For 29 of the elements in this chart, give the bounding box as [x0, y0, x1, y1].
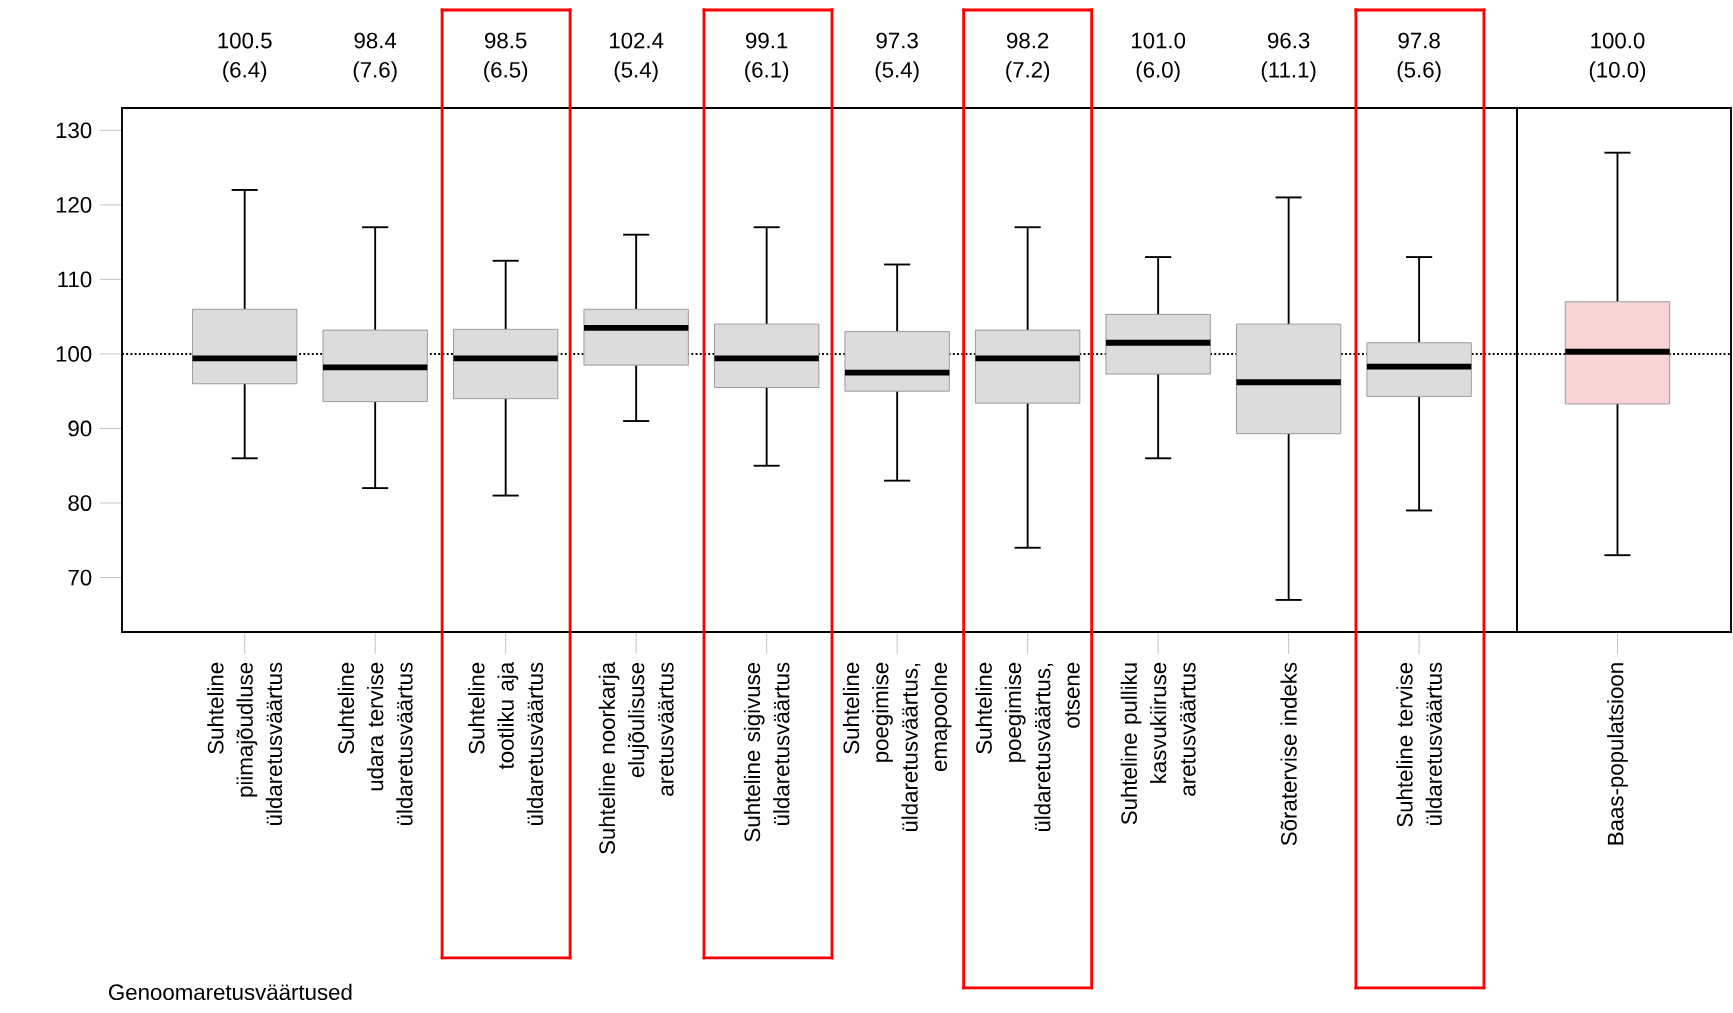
x-tick-label: Sõratervise indeks	[1280, 662, 1297, 846]
x-tick-label: Baas-populatsioon	[1607, 663, 1628, 845]
text: 96.3 (11.1)	[1261, 32, 1316, 83]
x-tick-label: Suhteline sigivuse üldaretusväärtus	[743, 662, 790, 842]
text: 99.1 (6.1)	[745, 32, 789, 83]
text: 97.3 (5.4)	[875, 32, 919, 83]
text: 102.4 (5.4)	[610, 32, 664, 83]
y-tick-label: 100	[56, 346, 92, 362]
x-tick-label: Suhteline tootliku aja üldaretusväärtus	[468, 661, 544, 825]
x-tick-label: Suhteline tervise üldaretusväärtus	[1396, 662, 1442, 827]
text: 97.8 (5.6)	[1397, 32, 1441, 83]
y-tick-label: 110	[58, 271, 92, 288]
text: 100.0 (10.0)	[1589, 32, 1646, 83]
text: 100.5 (6.4)	[218, 32, 272, 83]
x-tick-label: Suhteline pulliku kasvukiiruse aretusväärtus	[1120, 662, 1196, 825]
y-tick-label: 80	[68, 495, 92, 511]
y-tick-label: 130	[56, 122, 92, 139]
text: 98.2 (7.2)	[1006, 32, 1050, 83]
x-tick-label: Suhteline poegimise üldaretusväärtus, otsene	[975, 662, 1080, 832]
y-tick-label: 90	[68, 420, 92, 437]
x-tick-label: Suhteline noorkarja elujõulisuse aretusväärtus	[598, 661, 674, 854]
x-tick-label: Suhteline poegimise üldaretusväärtus, emapoolne	[842, 662, 952, 832]
y-tick-label: 70	[68, 569, 92, 586]
x-tick-label: Suhteline piimajõudluse üldaretusväärtus	[207, 662, 283, 825]
text: 98.5 (6.5)	[484, 32, 528, 83]
text: 98.4 (7.6)	[353, 32, 397, 83]
text: 101.0 (6.0)	[1131, 32, 1186, 83]
y-tick-label: 120	[56, 197, 92, 213]
x-axis-title: Genoomaretusväärtused	[109, 983, 352, 1001]
